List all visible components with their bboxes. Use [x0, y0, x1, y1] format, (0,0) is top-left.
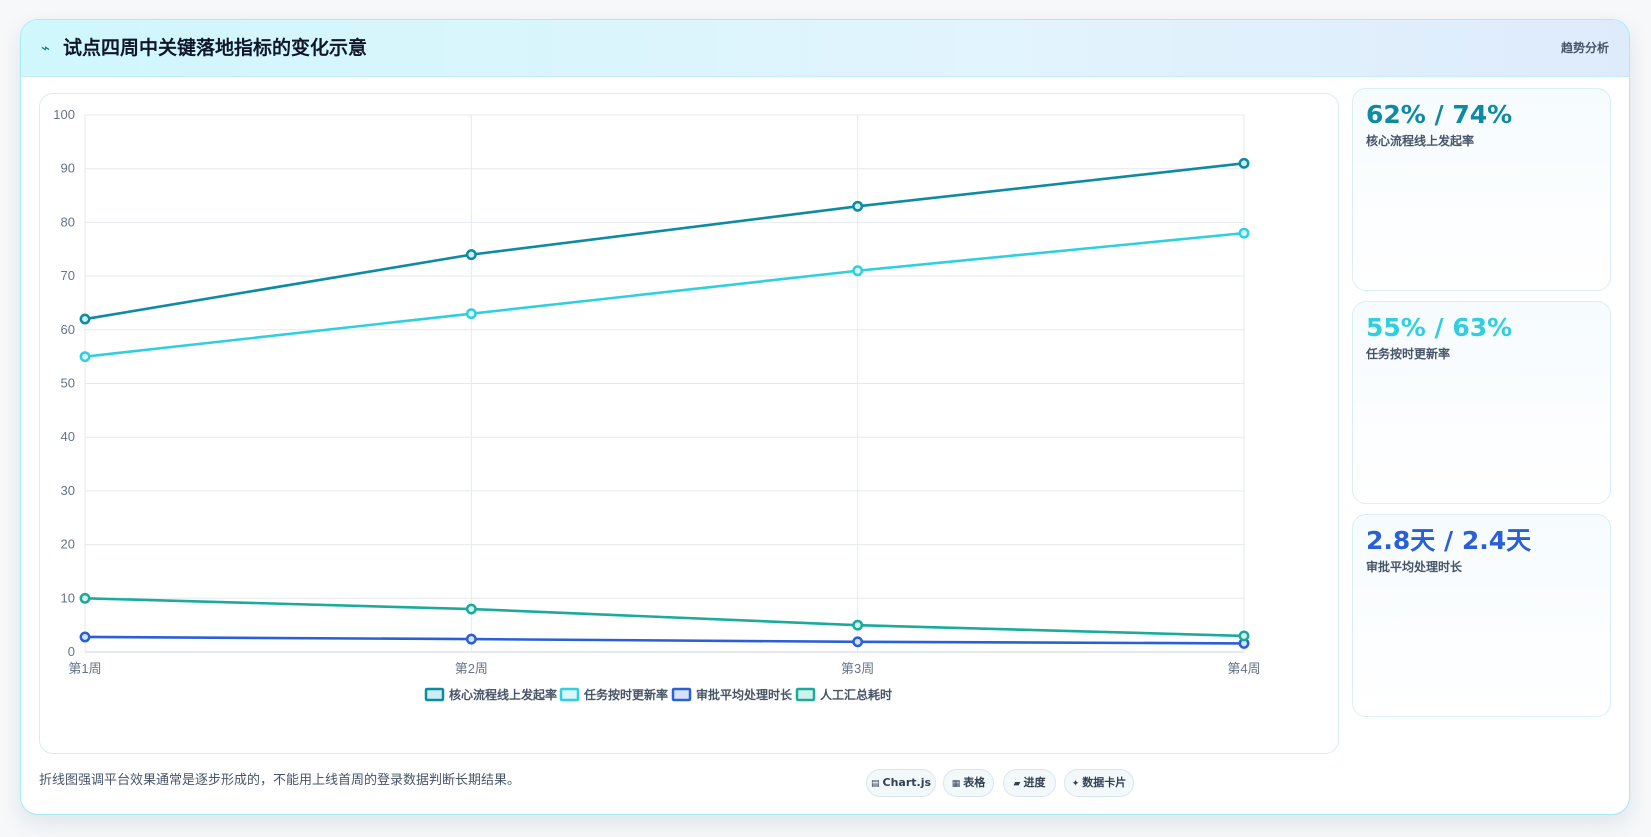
stat-label: 核心流程线上发起率	[1366, 134, 1475, 148]
stat-value: 62% / 74%	[1366, 100, 1513, 129]
data-point	[1238, 157, 1250, 169]
data-point	[465, 249, 477, 261]
x-tick-label: 第4周	[1227, 661, 1260, 676]
card-title: 试点四周中关键落地指标的变化示意	[63, 37, 368, 59]
series-line-3	[84, 635, 1245, 645]
progress-icon: ▰	[1013, 779, 1021, 789]
chart-panel: 0 10 20 30 40 50 60 70 80 90 100 第1周 第2周 第3周 第4周核心流程线上…	[39, 93, 1339, 754]
data-point	[852, 619, 864, 631]
legend-label: 审批平均处理时长	[696, 687, 793, 702]
x-tick-label: 第2周	[455, 661, 488, 676]
data-point	[852, 200, 864, 212]
stat-card-update-rate: 55% / 63% 任务按时更新率	[1352, 301, 1611, 504]
stat-card-online-rate: 62% / 74% 核心流程线上发起率	[1352, 88, 1611, 291]
y-tick-label: 30	[61, 483, 75, 498]
stat-label: 审批平均处理时长	[1366, 560, 1463, 574]
data-point	[852, 265, 864, 277]
line-chart: 0 10 20 30 40 50 60 70 80 90 100 第1周 第2周 第3周 第4周核心流程线上…	[53, 107, 1260, 702]
footnote: 折线图强调平台效果通常是逐步形成的，不能用上线首周的登录数据判断长期结果。	[39, 773, 521, 788]
table-icon: ▦	[951, 779, 961, 789]
y-tick-label: 60	[61, 322, 75, 337]
y-tick-label: 40	[61, 429, 75, 444]
chip-label: 数据卡片	[1082, 776, 1127, 789]
y-tick-label: 70	[61, 268, 75, 283]
data-point	[1238, 227, 1250, 239]
data-point	[465, 603, 477, 615]
y-tick-label: 50	[61, 376, 75, 391]
data-point	[465, 308, 477, 320]
legend-swatch	[559, 687, 580, 702]
lightning-icon: ⌁	[41, 39, 51, 57]
header-tag[interactable]: 趋势分析	[1560, 41, 1609, 55]
chip-data-card[interactable]: ✦ 数据卡片	[1064, 769, 1134, 797]
data-point	[79, 351, 91, 363]
y-tick-label: 80	[61, 214, 75, 229]
legend-swatch	[795, 687, 816, 702]
y-tick-label: 0	[68, 644, 75, 659]
chip-label: 进度	[1023, 776, 1046, 789]
card-header: ⌁ 试点四周中关键落地指标的变化示意 趋势分析	[21, 20, 1629, 77]
data-point	[79, 313, 91, 325]
series-line-2	[84, 231, 1245, 358]
sparkle-icon: ✦	[1071, 779, 1080, 789]
chart-icon: ▤	[870, 779, 880, 789]
chart-card: ⌁ 试点四周中关键落地指标的变化示意 趋势分析 0 10 20 30 40 50 60 70 8…	[20, 19, 1630, 815]
series-line-1	[84, 162, 1245, 321]
legend-label: 人工汇总耗时	[820, 687, 892, 702]
data-point	[79, 631, 91, 643]
y-tick-label: 100	[53, 107, 75, 122]
data-point	[79, 592, 91, 604]
chip-chartjs[interactable]: ▤ Chart.js	[866, 769, 936, 797]
legend-label: 核心流程线上发起率	[449, 687, 557, 702]
data-point	[1238, 630, 1250, 642]
stat-card-approval-time: 2.8天 / 2.4天 审批平均处理时长	[1352, 514, 1611, 717]
x-tick-label: 第3周	[841, 661, 874, 676]
y-tick-label: 20	[61, 537, 75, 552]
chip-label: 表格	[963, 776, 986, 789]
chip-table[interactable]: ▦ 表格	[943, 769, 994, 797]
data-point	[852, 636, 864, 648]
stat-label: 任务按时更新率	[1366, 347, 1451, 361]
stat-value: 2.8天 / 2.4天	[1366, 526, 1532, 555]
legend-label: 任务按时更新率	[583, 687, 668, 702]
chip-label: Chart.js	[882, 776, 932, 789]
stat-value: 55% / 63%	[1366, 313, 1513, 342]
y-tick-label: 10	[61, 590, 75, 605]
legend-swatch	[671, 687, 692, 702]
x-tick-label: 第1周	[68, 661, 101, 676]
y-tick-label: 90	[61, 161, 75, 176]
legend-swatch	[424, 687, 445, 702]
chip-progress[interactable]: ▰ 进度	[1003, 769, 1056, 797]
series-line-4	[84, 597, 1245, 638]
data-point	[465, 633, 477, 645]
